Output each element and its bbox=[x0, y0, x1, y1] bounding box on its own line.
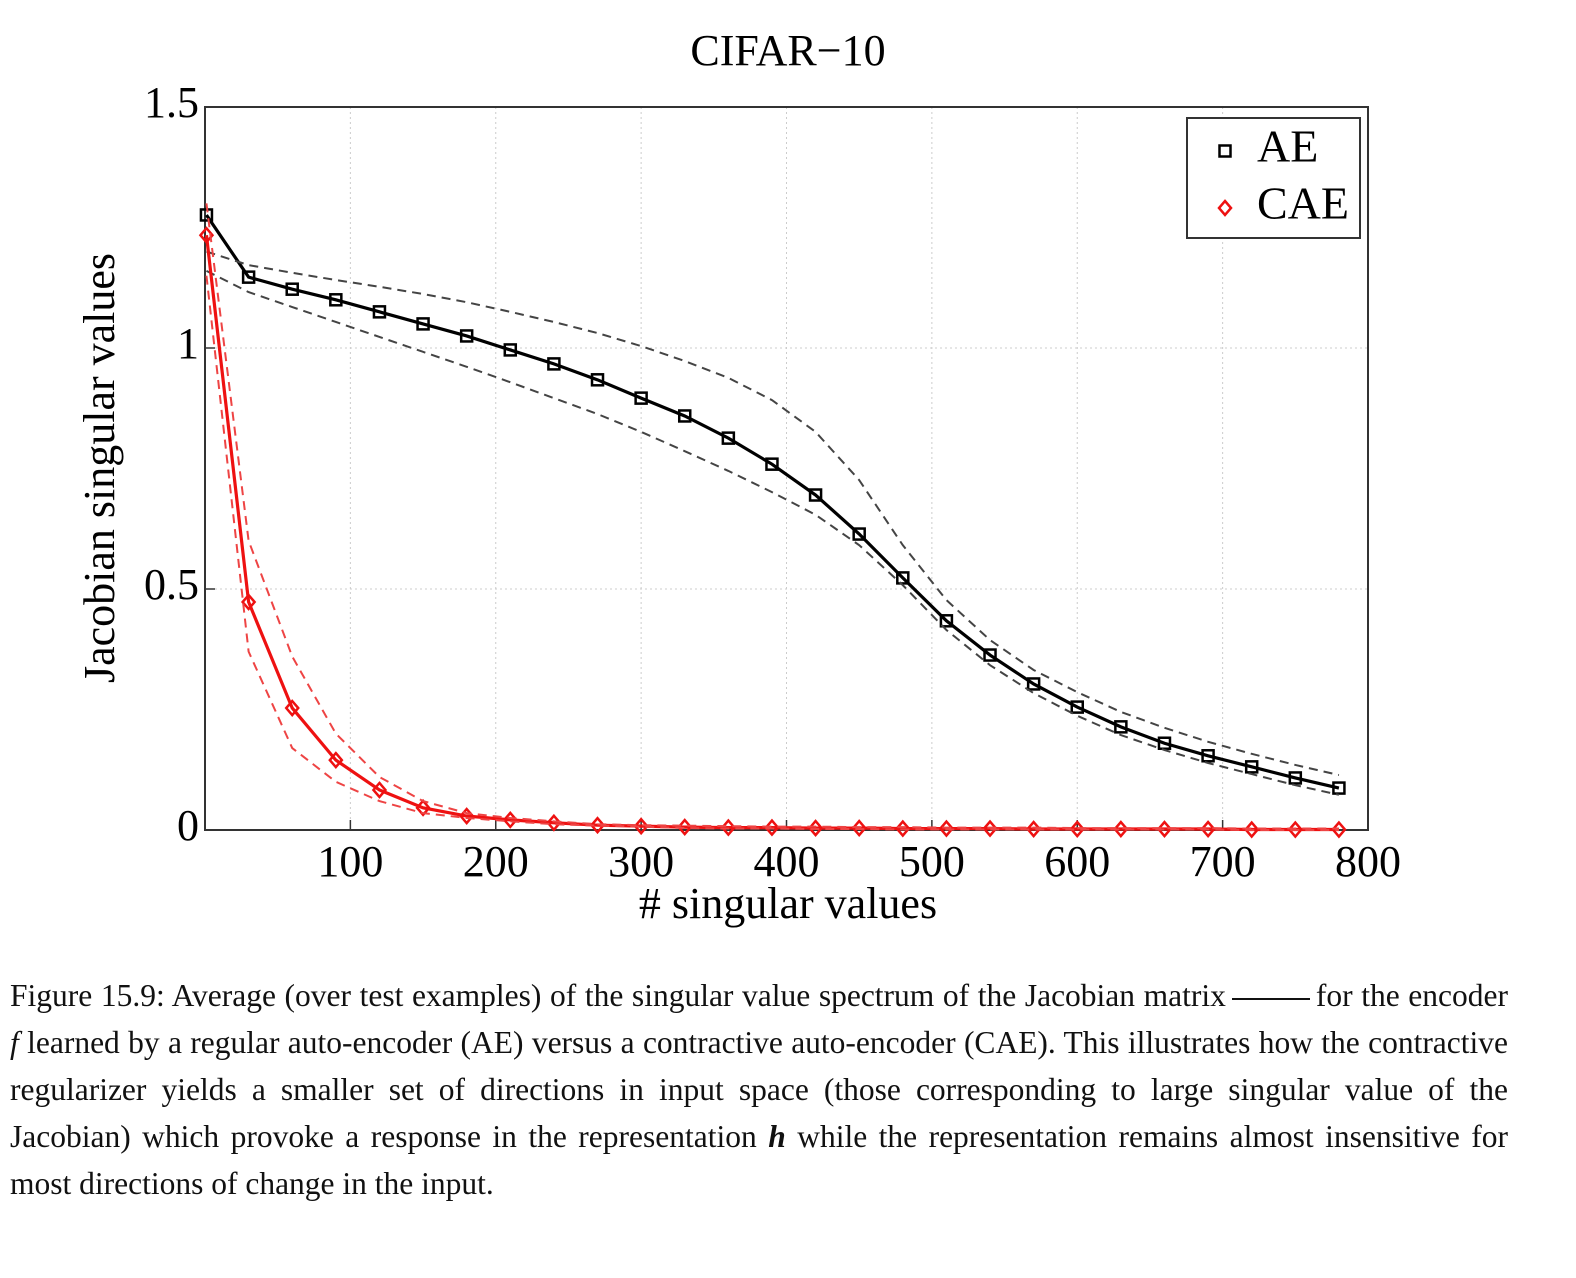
marker bbox=[851, 819, 867, 837]
marker bbox=[633, 817, 649, 836]
marker bbox=[241, 270, 256, 284]
marker bbox=[372, 305, 387, 319]
band-line bbox=[206, 250, 1340, 777]
y-tick-label: 1.5 bbox=[144, 78, 199, 127]
caption-text: learned by a regular auto-encoder (AE) v… bbox=[10, 1025, 1509, 1154]
band-line bbox=[205, 203, 1339, 830]
x-tick-label: 600 bbox=[1044, 837, 1110, 886]
x-tick-label: 300 bbox=[608, 837, 674, 886]
marker bbox=[982, 819, 998, 838]
marker bbox=[938, 819, 955, 838]
y-tick-label: 0 bbox=[177, 801, 199, 850]
marker bbox=[416, 317, 430, 331]
marker bbox=[764, 818, 780, 837]
marker bbox=[371, 781, 388, 799]
marker bbox=[415, 798, 431, 817]
marker bbox=[677, 409, 692, 423]
marker bbox=[1200, 820, 1216, 838]
marker bbox=[1287, 820, 1303, 839]
x-axis-label: # singular values bbox=[639, 879, 937, 928]
marker bbox=[1201, 749, 1215, 763]
marker bbox=[852, 527, 866, 541]
marker bbox=[590, 373, 605, 387]
x-tick-label: 200 bbox=[463, 837, 529, 886]
x-tick-label: 700 bbox=[1190, 837, 1256, 886]
series-line bbox=[205, 214, 1340, 790]
marker bbox=[284, 699, 300, 717]
marker bbox=[329, 293, 343, 307]
caption-text: while the representation remains almost … bbox=[10, 1119, 1509, 1201]
marker bbox=[634, 391, 648, 405]
x-tick-label: 500 bbox=[899, 837, 965, 886]
marker bbox=[285, 282, 299, 296]
marker bbox=[546, 813, 562, 832]
legend-label: CAE bbox=[1257, 178, 1349, 229]
marker bbox=[1288, 771, 1303, 785]
y-tick-label: 0.5 bbox=[144, 560, 199, 609]
legend-marker bbox=[1217, 199, 1233, 217]
chart: CIFAR−10 # singular values Jacobian sing… bbox=[75, 26, 1401, 928]
marker bbox=[1114, 720, 1128, 734]
marker bbox=[328, 751, 344, 770]
marker bbox=[1157, 736, 1172, 750]
plot-frame bbox=[204, 106, 1369, 831]
marker bbox=[503, 343, 518, 357]
marker bbox=[240, 593, 257, 611]
x-tick-label: 100 bbox=[317, 837, 383, 886]
marker bbox=[896, 571, 910, 585]
marker bbox=[939, 614, 954, 628]
marker bbox=[983, 648, 997, 662]
marker bbox=[808, 488, 823, 502]
marker bbox=[589, 816, 606, 835]
band-line bbox=[206, 269, 1340, 796]
caption-text: Figure 15.9: Average (over test examples… bbox=[10, 978, 1226, 1013]
marker bbox=[198, 226, 215, 245]
caption-text: for the encoder bbox=[1315, 978, 1508, 1013]
legend-label: AE bbox=[1257, 121, 1318, 172]
legend-box bbox=[1186, 117, 1361, 239]
marker bbox=[1244, 820, 1260, 839]
y-tick-label: 1 bbox=[177, 319, 199, 368]
marker bbox=[1069, 820, 1085, 838]
chart-title: CIFAR−10 bbox=[690, 26, 885, 75]
x-tick-label: 800 bbox=[1335, 837, 1401, 886]
caption: Figure 15.9: Average (over test examples… bbox=[10, 972, 1508, 1207]
marker bbox=[547, 357, 561, 371]
caption-math: h bbox=[768, 1119, 786, 1154]
band-line bbox=[205, 275, 1339, 831]
marker bbox=[765, 457, 779, 471]
marker bbox=[1070, 700, 1084, 714]
marker bbox=[459, 329, 474, 343]
marker bbox=[1156, 820, 1173, 838]
marker bbox=[721, 431, 736, 445]
marker bbox=[1332, 781, 1346, 795]
caption-math: f bbox=[10, 1025, 19, 1060]
marker bbox=[1026, 677, 1041, 691]
marker bbox=[1113, 820, 1129, 838]
marker bbox=[1331, 820, 1347, 839]
x-tick-label: 400 bbox=[754, 837, 820, 886]
marker bbox=[1244, 760, 1259, 774]
y-axis-label: Jacobian singular values bbox=[75, 253, 124, 683]
line-symbol bbox=[1231, 997, 1310, 1000]
legend-marker bbox=[1218, 144, 1232, 158]
